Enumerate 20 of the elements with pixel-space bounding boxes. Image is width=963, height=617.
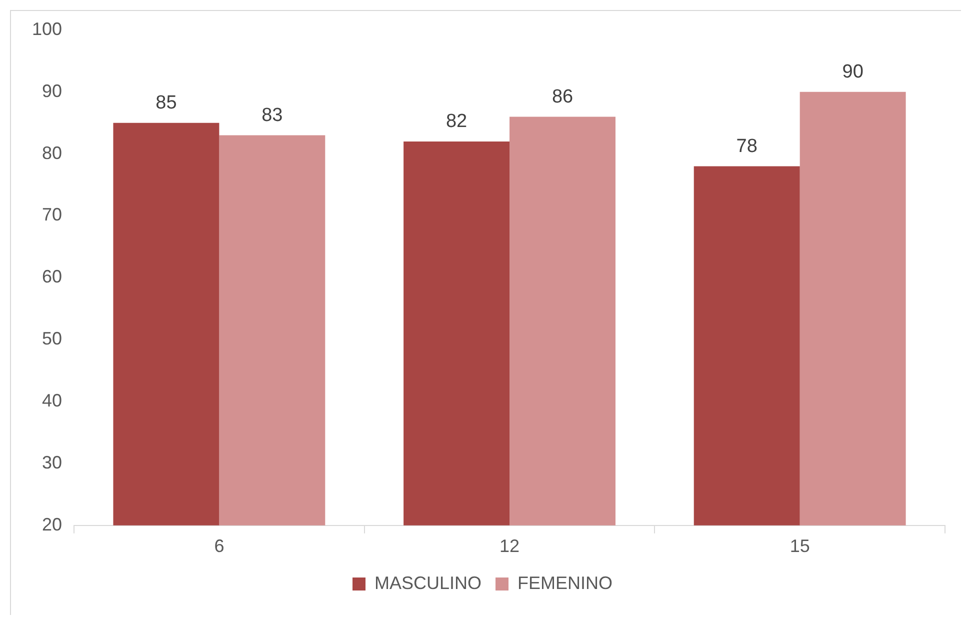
data-label: 82	[446, 111, 468, 132]
y-tick-label: 40	[42, 390, 62, 411]
y-tick-label: 70	[42, 204, 62, 225]
x-tick-label: 6	[214, 536, 224, 556]
y-tick-label: 90	[42, 80, 62, 101]
y-tick-label: 30	[42, 452, 62, 472]
y-tick-label: 50	[42, 328, 62, 349]
x-tick-label: 12	[500, 536, 520, 556]
data-label: 78	[736, 136, 758, 157]
data-label: 86	[552, 86, 574, 108]
data-label: 83	[262, 105, 283, 126]
data-label: 85	[156, 92, 177, 114]
legend-label: MASCULINO	[374, 572, 482, 593]
y-tick-label: 60	[42, 266, 62, 287]
x-tick-label: 15	[790, 536, 810, 556]
y-tick-label: 100	[32, 18, 62, 39]
data-label: 90	[842, 62, 864, 83]
y-tick-label: 80	[42, 142, 62, 163]
y-tick-label: 20	[42, 514, 62, 534]
legend-label: FEMENINO	[518, 572, 613, 593]
